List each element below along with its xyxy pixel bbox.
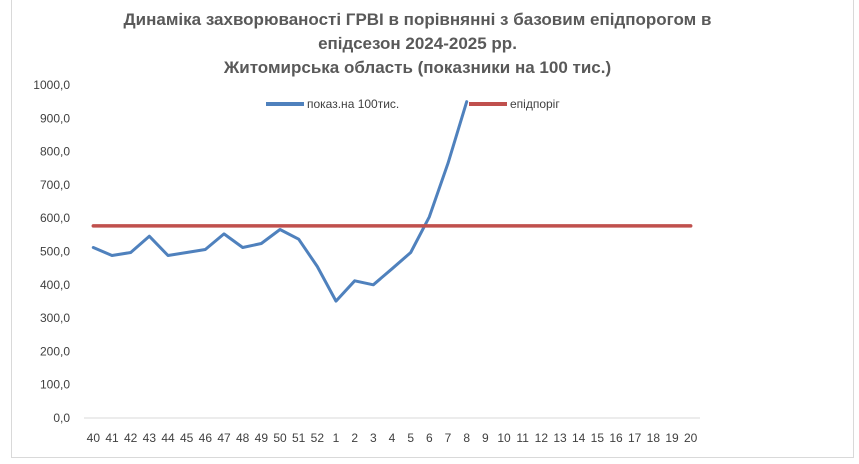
- x-tick-label: 1: [333, 431, 340, 445]
- x-tick-label: 48: [236, 431, 250, 445]
- x-tick-label: 14: [572, 431, 586, 445]
- x-tick-label: 17: [628, 431, 642, 445]
- y-tick-label: 300,0: [40, 311, 70, 325]
- legend-label-series-2: епідпоріг: [510, 97, 560, 111]
- x-tick-label: 46: [199, 431, 213, 445]
- y-tick-label: 100,0: [40, 378, 70, 392]
- x-tick-label: 41: [105, 431, 119, 445]
- x-tick-label: 9: [482, 431, 489, 445]
- x-tick-label: 10: [497, 431, 511, 445]
- x-tick-label: 3: [370, 431, 377, 445]
- x-tick-label: 43: [143, 431, 157, 445]
- chart-frame: [11, 0, 854, 458]
- legend-item-series-1: показ.на 100тис.: [266, 97, 399, 111]
- x-tick-label: 52: [311, 431, 325, 445]
- x-tick-label: 50: [273, 431, 287, 445]
- x-tick-label: 42: [124, 431, 138, 445]
- chart-title-line-3: Житомирська область (показники на 100 ти…: [223, 58, 612, 77]
- x-tick-label: 51: [292, 431, 306, 445]
- x-tick-label: 7: [445, 431, 452, 445]
- legend-swatch-series-1: [266, 102, 304, 106]
- y-tick-label: 900,0: [40, 111, 70, 125]
- legend-item-series-2: епідпоріг: [469, 97, 560, 111]
- x-tick-label: 2: [351, 431, 358, 445]
- x-tick-label: 49: [255, 431, 269, 445]
- legend-swatch-series-2: [469, 102, 507, 106]
- x-tick-label: 47: [217, 431, 231, 445]
- x-tick-label: 20: [684, 431, 698, 445]
- y-tick-label: 500,0: [40, 245, 70, 259]
- chart-title-line-1: Динаміка захворюваності ГРВІ в порівнянн…: [123, 10, 712, 29]
- x-tick-label: 15: [591, 431, 605, 445]
- y-tick-label: 800,0: [40, 145, 70, 159]
- legend-label-series-1: показ.на 100тис.: [307, 97, 400, 111]
- y-tick-label: 400,0: [40, 278, 70, 292]
- series-line-1: [91, 100, 469, 303]
- x-tick-label: 6: [426, 431, 433, 445]
- x-tick-label: 40: [87, 431, 101, 445]
- y-tick-label: 200,0: [40, 344, 70, 358]
- x-tick-label: 4: [389, 431, 396, 445]
- y-tick-label: 0,0: [53, 411, 70, 425]
- x-tick-label: 12: [535, 431, 549, 445]
- x-tick-label: 16: [609, 431, 623, 445]
- y-tick-label: 600,0: [40, 211, 70, 225]
- y-tick-label: 1000,0: [33, 78, 70, 92]
- x-tick-label: 45: [180, 431, 194, 445]
- x-tick-label: 11: [516, 431, 529, 445]
- x-tick-label: 8: [463, 431, 470, 445]
- y-tick-label: 700,0: [40, 178, 70, 192]
- chart-title: Динаміка захворюваності ГРВІ в порівнянн…: [0, 8, 835, 80]
- x-tick-label: 13: [553, 431, 567, 445]
- x-tick-label: 18: [647, 431, 661, 445]
- chart-title-line-2: епідсезон 2024-2025 рр.: [318, 34, 517, 53]
- x-tick-label: 19: [665, 431, 679, 445]
- x-tick-label: 44: [161, 431, 175, 445]
- x-tick-label: 5: [407, 431, 414, 445]
